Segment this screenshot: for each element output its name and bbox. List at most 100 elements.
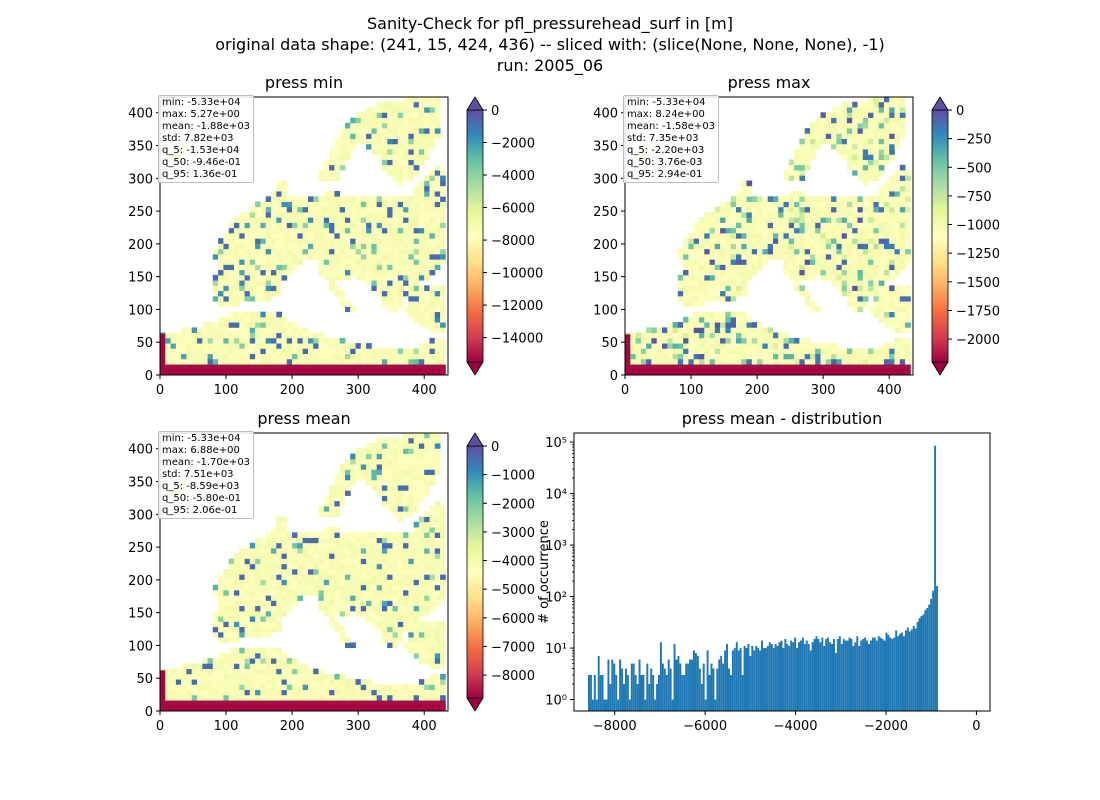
heatmap-max-cell [862,364,869,370]
heatmap-max-cell [878,133,885,139]
heatmap-mean-cell [355,537,362,544]
heatmap-max-cell [688,332,695,339]
heatmap-min-cell [313,337,319,344]
heatmap-max-cell [757,348,763,355]
heatmap-mean-cell [260,626,267,633]
heatmap-min-cell [366,227,372,234]
heatmap-max-cell [746,264,753,271]
heatmap-mean-cell [376,600,383,607]
heatmap-min-cell [350,227,356,234]
heatmap-min-cell [392,348,399,355]
heatmap-mean-cell [260,553,267,559]
heatmap-max-cell [709,348,716,355]
heatmap-mean-cell [228,605,235,612]
heatmap-min-cell [228,311,235,318]
heatmap-mean-cell [397,542,404,549]
heatmap-max-cell [883,138,890,145]
heatmap-max-cell [889,306,895,313]
heatmap-mean-ytick-label: 200 [128,574,153,589]
heatmap-max-cell [720,311,726,318]
heatmap-min-cell [381,227,388,234]
heatmap-mean-cell [223,574,230,580]
histogram-bar [753,650,756,711]
heatmap-max-cell [720,343,726,349]
heatmap-mean-cell [345,679,351,685]
heatmap-max-cell [640,358,647,365]
heatmap-mean-cell [223,616,230,622]
heatmap-min-cell [350,222,356,229]
heatmap-mean-cell [350,558,356,565]
heatmap-min-cell [429,348,436,355]
heatmap-mean-ytick-label: 150 [128,607,153,622]
heatmap-max-cell [736,248,742,255]
heatmap-min-cell [366,143,372,150]
heatmap-max-cell [783,196,790,202]
heatmap-min-cell [308,343,314,349]
heatmap-min-cell [255,285,261,292]
heatmap-max-cell [757,248,763,255]
heatmap-mean-cell [418,642,425,649]
heatmap-min-cell [408,254,415,260]
heatmap-min-cell [376,280,383,286]
heatmap-min-cell [334,254,341,260]
heatmap-mean-cell [286,548,293,554]
heatmap-max-cell [751,264,758,271]
heatmap-min-cell [271,264,277,271]
heatmap-mean-cell [387,642,393,649]
heatmap-max-cell [894,170,901,176]
heatmap-max-cell [736,332,742,339]
heatmap-max-cell [714,290,721,297]
heatmap-mean-cell [392,485,399,491]
heatmap-max-ytick-label: 150 [593,271,618,286]
heatmap-min-cell [329,285,335,292]
heatmap-min-cell [339,159,346,166]
heatmap-min-cell [434,117,441,124]
heatmap-min-cell [170,348,177,355]
heatmap-min-cell [424,248,430,255]
heatmap-mean-cell [276,694,282,701]
heatmap-mean-cell [376,563,383,570]
histogram-bar [689,659,692,711]
heatmap-min-cell [408,164,415,171]
heatmap-max-cell [683,353,689,360]
heatmap-min-cell [292,243,298,250]
heatmap-mean-cell [413,490,420,496]
heatmap-min-cell [271,269,277,276]
heatmap-max-cell [767,238,774,244]
heatmap-max-cell [730,259,737,265]
heatmap-min-cell [271,280,277,286]
heatmap-min-cell [323,159,330,166]
heatmap-min-cell [191,343,198,349]
heatmap-max-cell [714,327,721,334]
heatmap-min-cell [170,337,177,344]
heatmap-mean-cell [387,485,393,491]
histogram-bar [747,644,750,711]
histogram-bar [591,699,594,711]
heatmap-mean-cell [323,495,330,502]
heatmap-max-cell [714,233,721,239]
heatmap-max-cell [751,243,758,250]
heatmap-min-cell [318,353,325,360]
heatmap-max-cell [899,264,906,271]
heatmap-max-cell [836,227,843,234]
heatmap-max-cell [767,206,774,213]
heatmap-mean-cell [249,558,256,565]
heatmap-min-cell [249,238,256,244]
heatmap-max-cell [899,227,906,234]
heatmap-mean-cell [408,610,415,617]
heatmap-min-cell [329,364,335,370]
heatmap-max-cell [741,259,747,265]
heatmap-min-cell [276,201,282,208]
heatmap-max-cell [899,285,906,292]
heatmap-min-cell [397,196,404,202]
heatmap-max-cell [889,322,895,328]
heatmap-max-cell [894,185,901,192]
heatmap-max-cell [651,364,658,370]
heatmap-mean-cell [323,584,330,591]
heatmap-max-cell [894,290,901,297]
heatmap-mean-cell [371,474,378,481]
heatmap-mean-cell [281,537,288,544]
heatmap-min-cell [265,348,272,355]
heatmap-mean-cell [286,689,293,696]
heatmap-max-cell [883,243,890,250]
